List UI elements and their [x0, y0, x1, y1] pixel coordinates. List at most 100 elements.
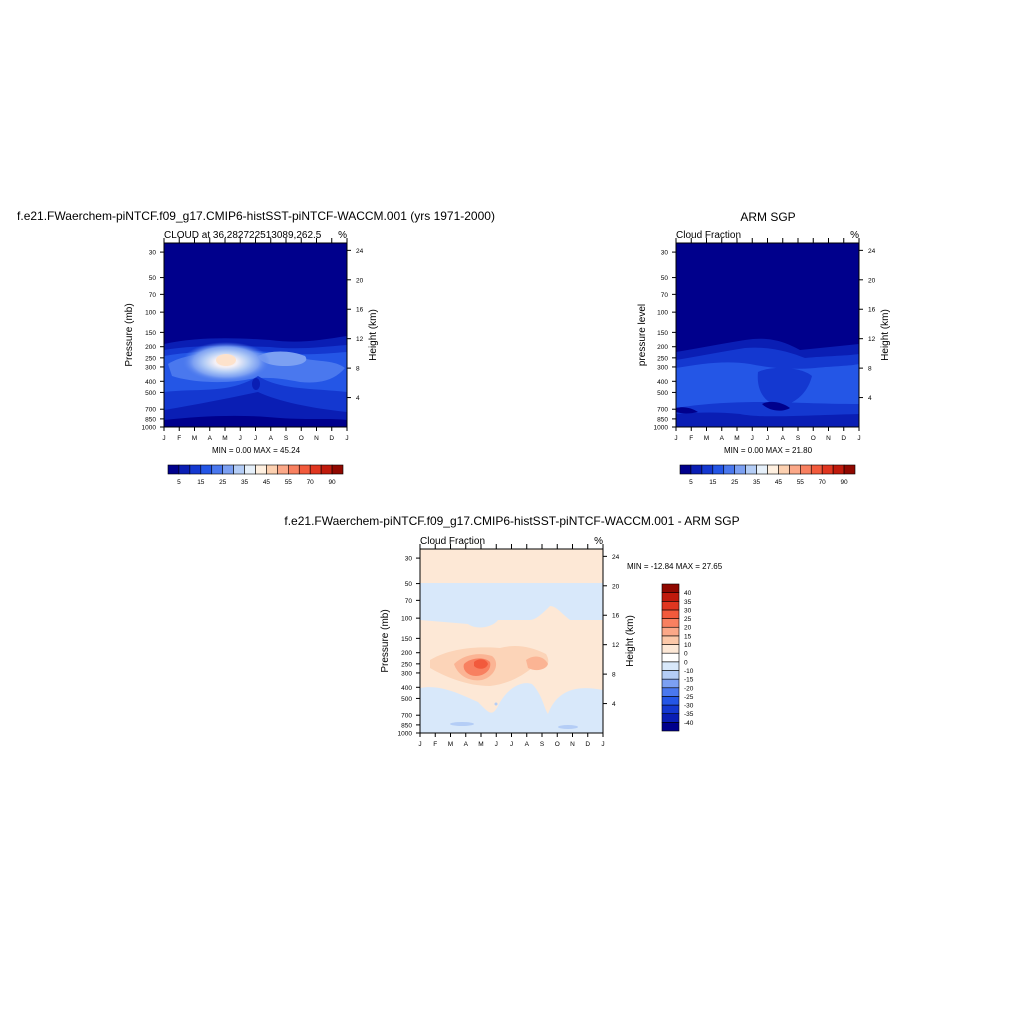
colorbar-box [778, 464, 790, 475]
y-right-tick-label: 12 [356, 336, 364, 343]
x-tick-label: J [601, 741, 604, 748]
colorbar-label: 70 [307, 479, 315, 486]
colorbar-label: 35 [753, 479, 761, 486]
y-right-tick-label: 20 [868, 277, 876, 284]
x-tick-label: S [540, 741, 545, 748]
x-tick-label: O [555, 741, 560, 748]
x-tick-label: J [857, 435, 860, 442]
colorbar-box [661, 687, 680, 697]
colorbar-box [661, 652, 680, 663]
colorbar-label: -10 [684, 668, 694, 675]
diff-field [420, 549, 603, 733]
colorbar-label: -35 [684, 711, 694, 718]
colorbar-box [661, 696, 680, 706]
y-tick-label: 850 [145, 416, 156, 423]
x-tick-label: M [478, 741, 483, 748]
colorbar-box [789, 464, 801, 475]
y-tick-label: 400 [145, 379, 156, 386]
obs-panel: ARM SGP Cloud Fraction % J F M A M J J A S O N D J 3… [637, 210, 891, 486]
colorbar-label: -40 [684, 720, 694, 727]
y-tick-label: 100 [145, 310, 156, 317]
colorbar-box [745, 464, 757, 475]
y-tick-label: 30 [661, 250, 669, 257]
diff-yaxis-left: 30 50 70 100 150 200 250 300 400 500 700 850 1000 [398, 556, 420, 738]
y-tick-label: 500 [657, 390, 668, 397]
model-ylabel-left: Pressure (mb) [124, 303, 135, 366]
colorbar-box [244, 464, 256, 475]
x-tick-label: N [826, 435, 831, 442]
model-ylabel-right: Height (km) [368, 309, 379, 361]
x-tick-label: S [796, 435, 801, 442]
colorbar-box [222, 464, 234, 475]
obs-field [676, 243, 859, 427]
colorbar-label: 15 [197, 479, 205, 486]
diff-suptitle: f.e21.FWaerchem-piNTCF.f09_g17.CMIP6-his… [284, 514, 739, 528]
colorbar-label: 45 [775, 479, 783, 486]
x-tick-label: J [239, 435, 242, 442]
x-tick-label: M [734, 435, 739, 442]
colorbar-box [266, 464, 278, 475]
diff-left-title: Cloud Fraction [420, 536, 485, 547]
x-tick-label: M [192, 435, 197, 442]
colorbar-box [233, 464, 245, 475]
colorbar-box [756, 464, 768, 475]
x-tick-label: F [177, 435, 181, 442]
y-right-tick-label: 12 [868, 336, 876, 343]
x-tick-label: M [222, 435, 227, 442]
diff-units: % [594, 536, 603, 547]
y-tick-label: 200 [401, 650, 412, 657]
y-right-tick-label: 16 [612, 613, 620, 620]
y-tick-label: 200 [657, 344, 668, 351]
y-right-tick-label: 16 [868, 307, 876, 314]
model-units: % [338, 230, 347, 241]
colorbar-box [701, 464, 714, 475]
colorbar-label: -20 [684, 685, 694, 692]
model-left-title: CLOUD at 36.282722513089,262.5 [164, 230, 322, 241]
colorbar-box [178, 464, 191, 475]
model-yaxis-right: 4 8 12 16 20 24 [347, 248, 364, 402]
y-right-tick-label: 24 [612, 554, 620, 561]
y-tick-label: 50 [661, 275, 669, 282]
colorbar-box [661, 626, 680, 637]
model-minmax: MIN = 0.00 MAX = 45.24 [212, 446, 301, 455]
y-tick-label: 50 [149, 275, 157, 282]
y-tick-label: 70 [405, 598, 413, 605]
model-panel: f.e21.FWaerchem-piNTCF.f09_g17.CMIP6-his… [17, 209, 495, 486]
colorbar-box [843, 464, 856, 475]
x-tick-label: D [329, 435, 334, 442]
x-tick-label: O [299, 435, 304, 442]
y-right-tick-label: 20 [356, 277, 364, 284]
obs-ylabel-right: Height (km) [880, 309, 891, 361]
colorbar-box [200, 464, 213, 475]
colorbar-label: -15 [684, 677, 694, 684]
model-field [164, 243, 347, 427]
colorbar-label: 40 [684, 590, 692, 597]
colorbar-label: 70 [819, 479, 827, 486]
colorbar-label: 90 [840, 479, 848, 486]
colorbar-label: 0 [684, 659, 688, 666]
x-tick-label: J [674, 435, 677, 442]
x-tick-label: D [841, 435, 846, 442]
y-right-tick-label: 8 [612, 672, 616, 679]
colorbar-box [723, 464, 735, 475]
obs-ylabel-left: pressure level [637, 304, 648, 366]
colorbar-box [661, 635, 680, 645]
colorbar-box [661, 713, 680, 723]
x-tick-label: M [704, 435, 709, 442]
y-tick-label: 700 [145, 407, 156, 414]
colorbar-box [734, 464, 746, 475]
y-tick-label: 70 [149, 292, 157, 299]
colorbar-box [661, 661, 680, 671]
colorbar-box [712, 464, 725, 475]
colorbar-box [331, 464, 344, 475]
y-right-tick-label: 12 [612, 642, 620, 649]
y-tick-label: 250 [401, 661, 412, 668]
colorbar-label: 45 [263, 479, 271, 486]
colorbar-label: 35 [684, 599, 692, 606]
x-tick-label: O [811, 435, 816, 442]
y-tick-label: 850 [401, 722, 412, 729]
colorbar-label: 10 [684, 642, 692, 649]
colorbar-box [661, 670, 680, 680]
colorbar-box [661, 609, 680, 619]
